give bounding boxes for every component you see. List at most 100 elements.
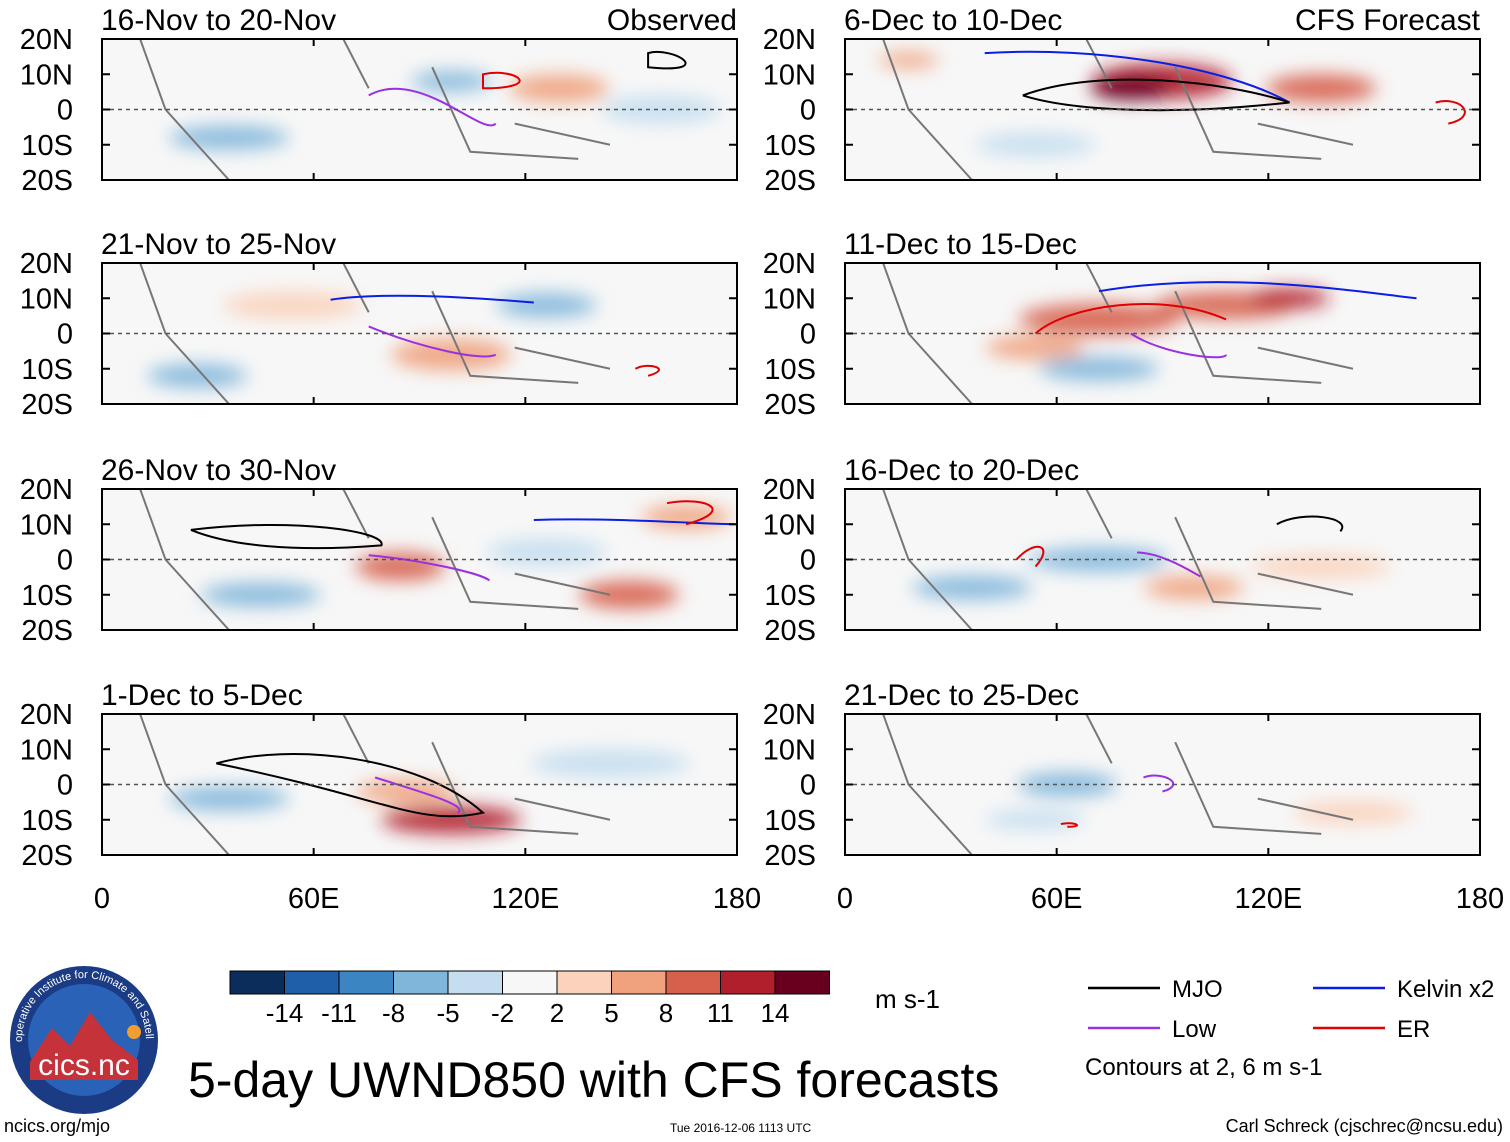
contour-line [533,518,737,526]
colorbar-label: -2 [491,998,514,1028]
coastlines [139,39,611,180]
footer-author: Carl Schreck (cjschrec@ncsu.edu) [1226,1116,1503,1136]
anomaly-blob [496,293,597,318]
contour-line [1098,281,1417,300]
anomaly-blob [1144,575,1245,600]
y-tick-label: 20N [20,24,73,56]
colorbar-label: 5 [604,998,618,1028]
y-tick-label: 0 [57,770,73,802]
colorbar-swatch [774,970,830,995]
contour-line [368,325,497,358]
contour-line [1276,515,1344,532]
colorbar-swatch [284,970,340,995]
anomaly-blob [1017,772,1118,797]
contour-line [1435,100,1466,125]
anomaly-shading [912,547,1392,600]
y-tick-label: 20N [763,248,816,280]
y-tick-label: 20N [763,24,816,56]
contour-line [330,294,534,304]
y-tick-label: 10N [763,283,816,315]
colorbar-label: 11 [707,998,734,1028]
x-tick-label: 60E [288,883,340,915]
y-tick-label: 20S [21,389,73,421]
panel-title: 26-Nov to 30-Nov [101,454,336,487]
x-tick-label: 0 [94,883,110,915]
y-tick-label: 0 [57,319,73,351]
footer-timestamp: Tue 2016-12-06 1113 UTC [670,1121,812,1135]
x-tick-label: 60E [1031,883,1083,915]
contour-line [1034,303,1227,335]
y-tick-label: 10S [764,580,816,612]
y-tick-label: 20N [20,699,73,731]
y-tick-label: 20N [763,474,816,506]
contour-line [666,500,714,526]
y-tick-label: 20N [20,474,73,506]
contour-line [1022,78,1290,112]
y-tick-label: 0 [57,545,73,577]
anomaly-blob [641,505,732,530]
logo-text: cics.nc [38,1049,130,1082]
panel-title: 16-Nov to 20-Nov [101,4,336,37]
anomaly-blob [985,335,1086,360]
colorbar: -14 -11 -8 -5 -2 2 5 8 11 14 [229,970,830,1028]
y-tick-label: 20S [764,840,816,872]
coastlines [139,263,611,404]
contour-line [368,87,497,127]
panel-title: 6-Dec to 10-Dec [844,4,1062,37]
panel-title: 21-Nov to 25-Nov [101,228,336,261]
y-tick-label: 10N [20,734,73,766]
anomaly-shading [147,291,597,388]
legend-label: Kelvin x2 [1397,976,1494,1003]
anomaly-blob [147,363,248,388]
anomaly-blob [1293,800,1413,825]
colorbar-swatch [393,970,449,995]
anomaly-blob [509,74,610,103]
colorbar-label: 2 [550,998,564,1028]
anomaly-blob [1249,288,1330,309]
y-tick-label: 10S [764,130,816,162]
y-tick-label: 10N [20,509,73,541]
anomaly-blob [391,338,512,371]
y-tick-label: 10N [20,283,73,315]
panel-title: 21-Dec to 25-Dec [844,679,1079,712]
y-tick-label: 20N [20,248,73,280]
contour-line [634,364,660,377]
y-tick-label: 20S [21,615,73,647]
y-tick-label: 10S [21,354,73,386]
coastlines [882,489,1354,630]
chart-title: 5-day UWND850 with CFS forecasts [188,1052,999,1108]
panel-title: 16-Dec to 20-Dec [844,454,1079,487]
colorbar-label: 14 [761,998,790,1028]
anomaly-blob [975,132,1096,157]
legend-note: Contours at 2, 6 m s-1 [1085,1054,1322,1081]
y-tick-label: 10S [764,805,816,837]
legend-label: Low [1172,1016,1217,1043]
anomaly-blob [912,575,1032,600]
anomaly-blob [411,71,492,92]
colorbar-label: 8 [659,998,673,1028]
coastlines [882,714,1354,855]
anomaly-blob [200,582,321,607]
y-tick-label: 10N [763,509,816,541]
y-tick-label: 10S [21,580,73,612]
contour-line [1143,774,1175,793]
panel-title: 11-Dec to 15-Dec [844,228,1077,261]
legend-label: ER [1397,1016,1430,1043]
anomaly-shading [985,772,1413,830]
anomaly-blob [356,779,457,804]
contour-line [190,523,383,550]
x-tick-label: 120E [491,883,559,915]
anomaly-blob [530,749,690,778]
coastlines [139,489,611,630]
colorbar-swatch [229,970,285,995]
contour-line [216,753,486,818]
colorbar-label: -11 [321,998,357,1028]
x-tick-label: 0 [837,883,853,915]
y-tick-label: 10N [763,734,816,766]
contour-line [374,776,461,814]
